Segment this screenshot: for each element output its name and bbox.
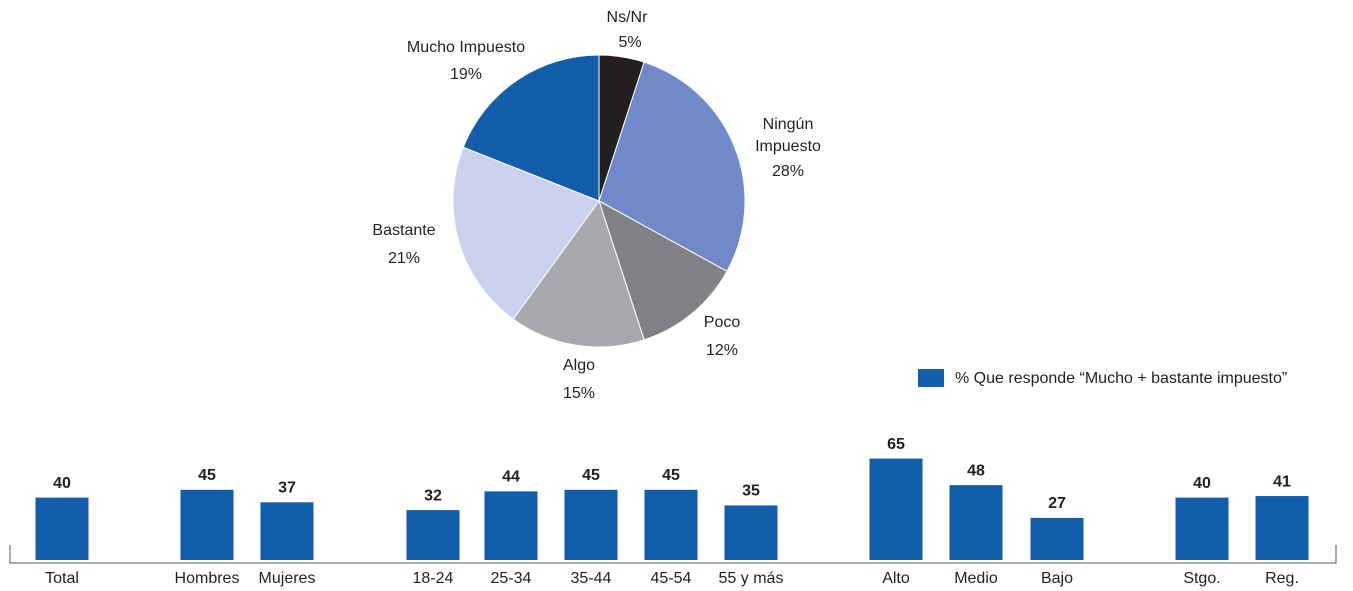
bar [260,502,314,560]
x-tick-label: 55 y más [719,570,784,587]
bar [949,485,1003,560]
value-label: 40 [1193,475,1211,492]
slice-label: Bastante [372,222,435,239]
slice-label: Ns/Nr [607,9,649,26]
x-tick-label: Reg. [1265,570,1299,587]
slice-label: Algo [563,357,595,374]
pie-slice [452,146,600,320]
pie-slice [462,54,600,202]
legend-swatch [918,369,944,387]
value-label: 45 [662,467,680,484]
value-label: 27 [1048,495,1066,512]
bar [180,489,234,560]
x-tick-label: Hombres [175,570,240,587]
bar [869,458,923,560]
x-tick-label: Total [45,570,79,587]
bar [35,497,89,560]
value-label: 45 [582,467,600,484]
bar [484,491,538,560]
x-axis [9,545,1337,564]
x-tick-label: 18-24 [413,570,454,587]
value-label: 44 [502,469,520,486]
slice-value: 5% [618,34,641,51]
x-tick-label: 25-34 [491,570,532,587]
x-tick-label: Bajo [1041,570,1073,587]
value-label: 32 [424,487,442,504]
value-label: 37 [278,479,296,496]
value-label: 65 [887,436,905,453]
bar [1175,497,1229,560]
bar [1030,517,1084,560]
x-tick-label: Mujeres [259,570,316,587]
bar [724,505,778,560]
value-label: 41 [1273,473,1291,490]
slice-label: Ningún Impuesto [755,116,821,155]
bar [564,489,618,560]
slice-label: Mucho Impuesto [407,39,525,56]
slice-value: 28% [772,163,804,180]
x-tick-label: 35-44 [571,570,612,587]
value-label: 40 [53,475,71,492]
pie-slice [598,199,728,341]
pie-slice [512,199,645,348]
pie-slice [598,61,746,273]
bar [1255,496,1309,560]
value-label: 45 [198,467,216,484]
legend-label: % Que responde “Mucho + bastante impuest… [955,370,1287,387]
slice-value: 15% [563,385,595,402]
slice-value: 21% [388,250,420,267]
x-tick-label: Alto [882,570,910,587]
x-tick-label: 45-54 [651,570,692,587]
x-tick-label: Medio [954,570,998,587]
bar [644,489,698,560]
value-label: 48 [967,462,985,479]
slice-value: 19% [450,66,482,83]
value-label: 35 [742,483,760,500]
bar [406,510,460,560]
slice-label: Poco [704,314,741,331]
slice-value: 12% [706,342,738,359]
x-tick-label: Stgo. [1183,570,1220,587]
